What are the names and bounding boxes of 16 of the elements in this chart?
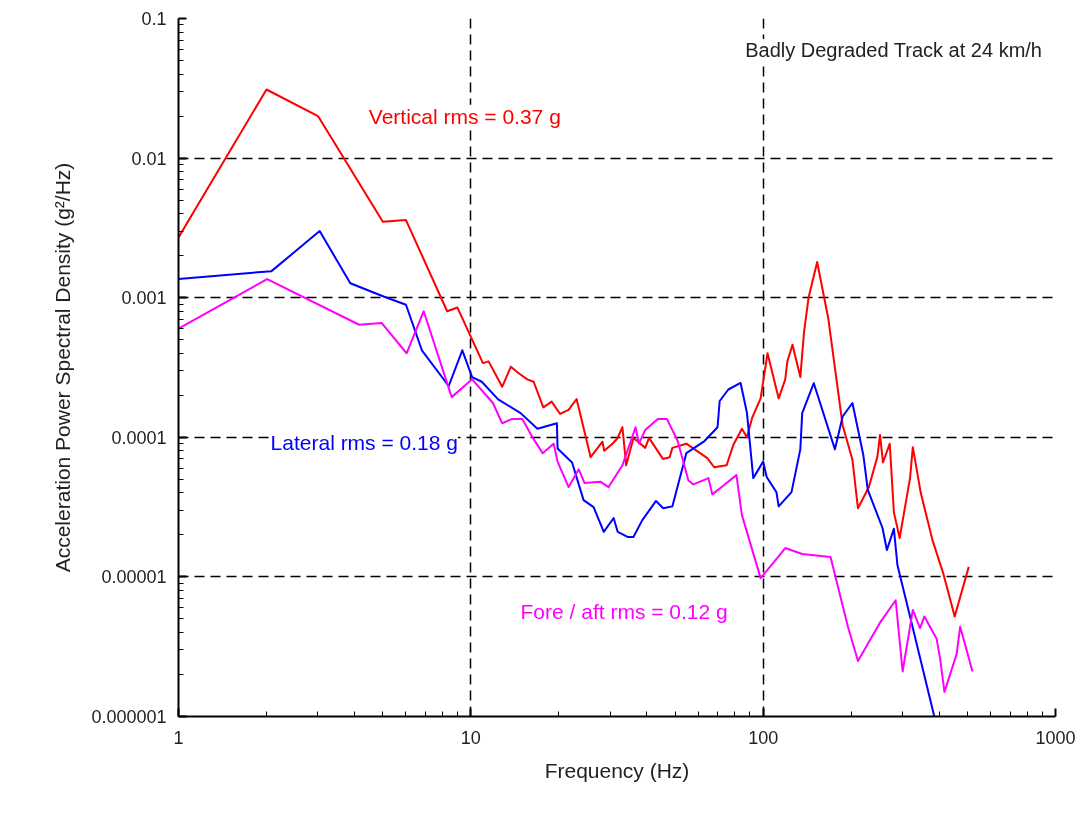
text: Lateral rms = 0.18 g [270,431,458,455]
y-tick-label: 0.01 [131,148,167,169]
x-tick-label: 1000 [1035,727,1076,748]
y-tick-label: 0.001 [121,288,167,309]
y-axis-title: Acceleration Power Spectral Density (g²/Hz) [51,162,75,573]
y-tick-label: 0.00001 [101,567,167,588]
y-tick-label: 0.1 [141,9,167,29]
x-axis-title: Frequency (Hz) [544,758,690,782]
series-label: Vertical rms = 0.37 g [368,104,561,128]
x-tick-label: 10 [460,727,481,748]
y-tick-label: 0.0001 [111,427,167,448]
annotation: Badly Degraded Track at 24 km/h [745,38,1042,61]
y-tick-label: 0.000001 [91,707,167,727]
x-tick-label: 1 [173,727,184,748]
x-tick-label: 100 [748,727,779,748]
series-label: Fore / aft rms = 0.12 g [520,600,728,624]
